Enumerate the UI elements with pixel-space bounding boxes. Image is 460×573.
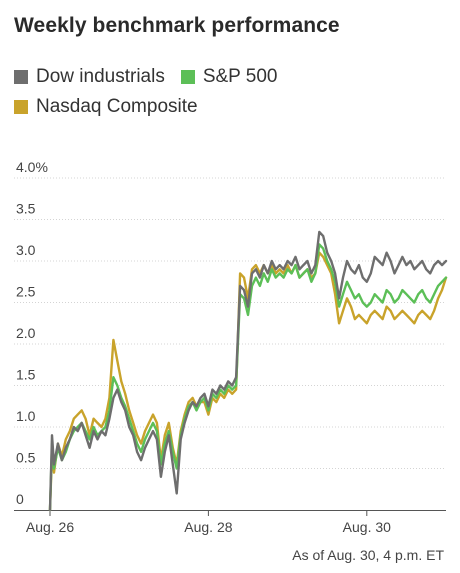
legend-item-sp500: S&P 500 [180,66,278,88]
chart-legend: Dow industrials S&P 500 Nasdaq Composite [14,62,444,122]
x-tick-label-0: Aug. 26 [26,519,74,535]
legend-row-2: Nasdaq Composite [14,92,444,122]
x-tick-label-2: Aug. 30 [343,519,391,535]
series-line-nasdaq-composite [48,251,448,512]
legend-label-dow: Dow industrials [36,66,165,87]
legend-item-dow: Dow industrials [14,66,165,88]
legend-label-nasdaq: Nasdaq Composite [36,96,198,117]
y-tick-label-6: 3.0 [16,242,36,258]
chart-footnote: As of Aug. 30, 4 p.m. ET [292,547,444,563]
y-tick-label-8: 4.0% [16,159,48,175]
y-tick-label-0: 0 [16,491,24,507]
legend-row-1: Dow industrials S&P 500 [14,62,444,92]
legend-label-sp500: S&P 500 [202,66,278,87]
legend-item-nasdaq: Nasdaq Composite [14,96,198,118]
y-tick-label-4: 2.0 [16,325,36,341]
legend-swatch-dow [14,70,28,84]
y-tick-label-2: 1.0 [16,408,36,424]
legend-swatch-sp500 [180,70,195,84]
y-tick-label-3: 1.5 [16,367,36,383]
x-tick-label-1: Aug. 28 [184,519,232,535]
series-line-s-p-500 [48,243,448,512]
y-tick-label-7: 3.5 [16,201,36,217]
legend-swatch-nasdaq [14,100,28,114]
series-line-dow-industrials [48,230,448,512]
y-tick-label-5: 2.5 [16,284,36,300]
chart-title: Weekly benchmark performance [14,14,340,37]
y-tick-label-1: 0.5 [16,450,36,466]
